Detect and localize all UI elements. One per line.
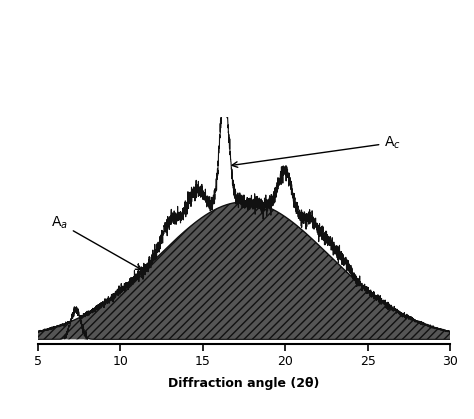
Text: A$_a$: A$_a$: [51, 215, 141, 269]
Text: A$_c$: A$_c$: [232, 134, 401, 167]
X-axis label: Diffraction angle (2θ): Diffraction angle (2θ): [168, 377, 320, 390]
